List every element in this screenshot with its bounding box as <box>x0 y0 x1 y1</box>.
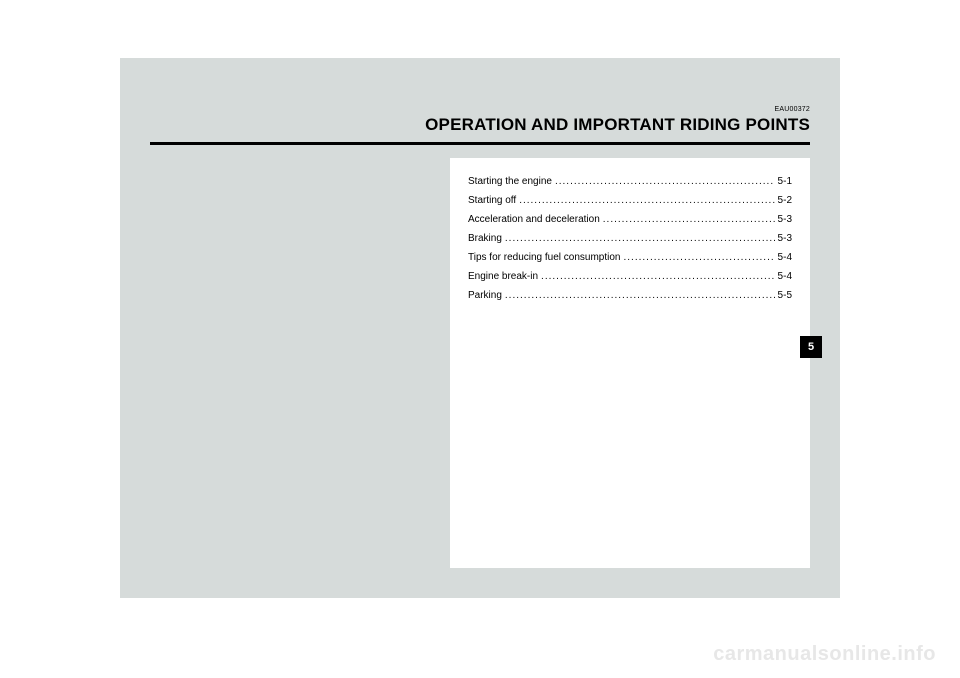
page-header: EAU00372 OPERATION AND IMPORTANT RIDING … <box>425 106 810 135</box>
toc-leader <box>555 172 775 191</box>
toc-page: 5-4 <box>778 267 792 286</box>
toc-leader <box>603 210 775 229</box>
chapter-tab-number: 5 <box>808 341 814 353</box>
header-rule <box>150 142 810 145</box>
toc-label: Starting the engine <box>468 172 552 191</box>
document-code: EAU00372 <box>425 106 810 113</box>
toc-row: Tips for reducing fuel consumption 5-4 <box>468 248 792 267</box>
manual-page: EAU00372 OPERATION AND IMPORTANT RIDING … <box>120 58 840 598</box>
toc-row: Braking 5-3 <box>468 229 792 248</box>
toc-page: 5-1 <box>778 172 792 191</box>
toc-row: Starting off 5-2 <box>468 191 792 210</box>
toc-row: Starting the engine 5-1 <box>468 172 792 191</box>
toc-label: Braking <box>468 229 502 248</box>
toc-box: Starting the engine 5-1 Starting off 5-2… <box>450 158 810 568</box>
chapter-title: OPERATION AND IMPORTANT RIDING POINTS <box>425 115 810 135</box>
toc-leader <box>505 229 775 248</box>
toc-leader <box>624 248 775 267</box>
toc-row: Parking 5-5 <box>468 286 792 305</box>
toc-label: Acceleration and deceleration <box>468 210 600 229</box>
toc-page: 5-4 <box>778 248 792 267</box>
toc-page: 5-5 <box>778 286 792 305</box>
toc-leader <box>541 267 775 286</box>
toc-label: Tips for reducing fuel consumption <box>468 248 621 267</box>
toc-page: 5-2 <box>778 191 792 210</box>
watermark-text: carmanualsonline.info <box>713 643 936 666</box>
toc-leader <box>505 286 775 305</box>
toc-page: 5-3 <box>778 229 792 248</box>
toc-leader <box>519 191 774 210</box>
chapter-tab: 5 <box>800 336 822 358</box>
toc-label: Starting off <box>468 191 516 210</box>
toc-row: Engine break-in 5-4 <box>468 267 792 286</box>
toc-row: Acceleration and deceleration 5-3 <box>468 210 792 229</box>
toc-label: Engine break-in <box>468 267 538 286</box>
toc-page: 5-3 <box>778 210 792 229</box>
toc-label: Parking <box>468 286 502 305</box>
